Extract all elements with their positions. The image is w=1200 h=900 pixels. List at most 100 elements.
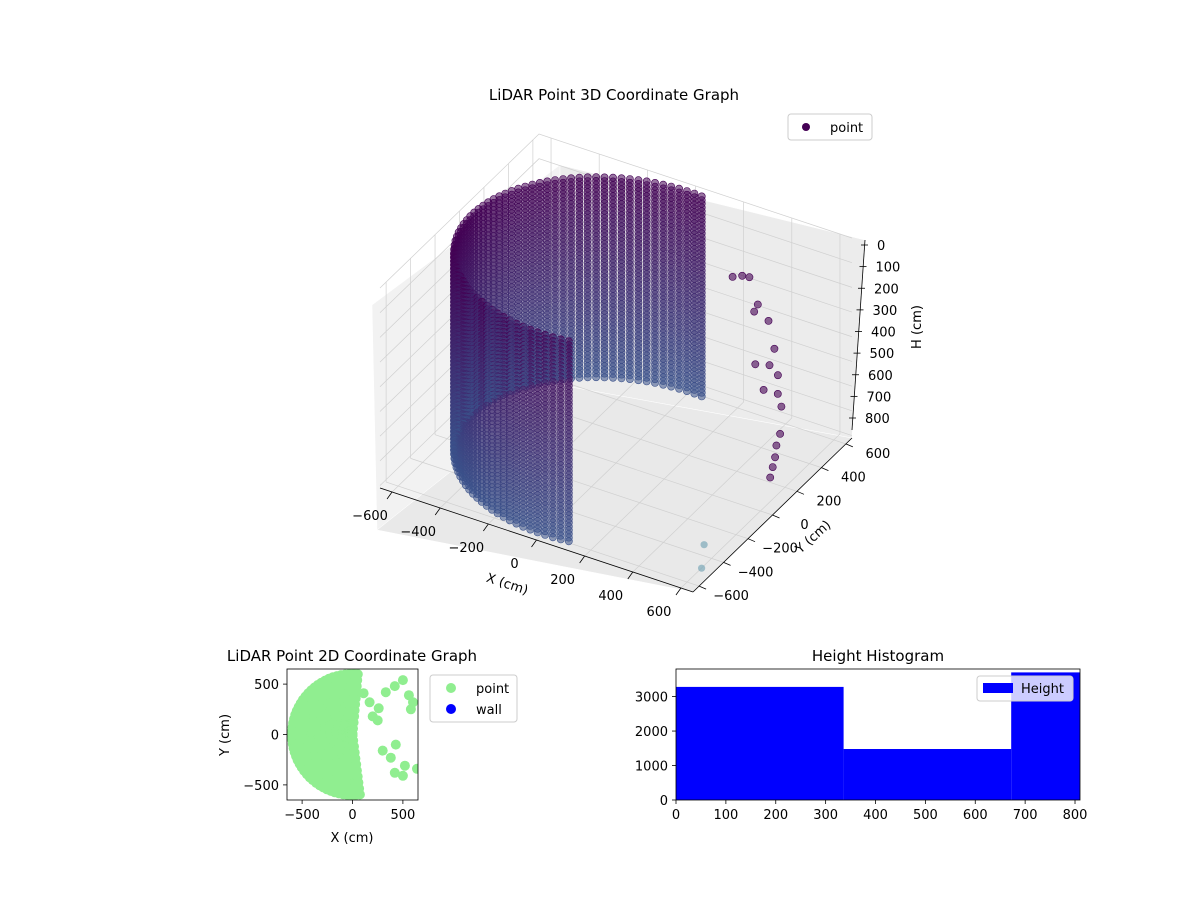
z-axis-line xyxy=(851,239,866,431)
legend-2d-wall-marker xyxy=(446,704,456,714)
point-3d xyxy=(564,537,573,546)
point-3d xyxy=(609,373,617,382)
legend-2d: point wall xyxy=(429,674,518,723)
point-3d-outlier xyxy=(700,541,708,549)
y-tick-label-3d: 400 xyxy=(841,471,866,486)
point-3d xyxy=(768,463,777,471)
x-tick-label-histogram: 600 xyxy=(963,808,988,823)
chart-3d-title: LiDAR Point 3D Coordinate Graph xyxy=(489,86,739,104)
ticks-3d: −600−400−2000200400600−600−400−200020040… xyxy=(352,239,900,620)
point-3d xyxy=(728,272,737,281)
point-3d xyxy=(690,389,699,398)
y-tick-label-3d: −400 xyxy=(738,565,774,580)
y-tick xyxy=(796,490,805,495)
point-3d xyxy=(777,402,786,411)
point-3d xyxy=(626,375,634,383)
histogram-bar xyxy=(843,749,1012,800)
x-tick-label-histogram: 100 xyxy=(713,808,738,823)
y-tick-label-2d: −500 xyxy=(243,779,279,794)
point-3d xyxy=(505,516,514,525)
legend-histogram-swatch xyxy=(983,683,1013,693)
point-3d xyxy=(697,392,706,401)
y-tick-label-2d: 0 xyxy=(271,729,279,744)
point-2d xyxy=(358,688,369,699)
point-2d xyxy=(397,770,408,781)
x-tick xyxy=(386,491,393,500)
point-3d xyxy=(750,307,759,316)
point-3d xyxy=(771,453,779,462)
x-tick xyxy=(434,507,441,516)
point-3d-outlier xyxy=(698,564,706,572)
x-tick-label-2d: 0 xyxy=(348,808,356,823)
point-3d xyxy=(773,389,782,398)
x-tick-label-3d: −200 xyxy=(448,541,484,556)
point-3d xyxy=(634,376,643,385)
x-tick-label-3d: 200 xyxy=(550,573,575,588)
point-3d xyxy=(617,374,626,383)
x-tick xyxy=(579,555,585,564)
point-2d xyxy=(397,675,408,686)
point-2d xyxy=(380,687,391,698)
point-3d xyxy=(770,344,779,353)
y-tick-label-histogram: 2000 xyxy=(635,725,668,740)
y-tick-label-3d: −200 xyxy=(762,542,798,557)
x-tick-label-histogram: 400 xyxy=(863,808,888,823)
point-3d xyxy=(766,473,775,482)
grid-line xyxy=(379,133,853,289)
chart-2d-title: LiDAR Point 2D Coordinate Graph xyxy=(227,647,477,665)
legend-3d-marker xyxy=(802,123,810,131)
point-2d xyxy=(399,760,410,771)
point-3d xyxy=(526,525,535,534)
point-3d xyxy=(519,522,528,531)
x-tick-label-3d: 0 xyxy=(510,557,518,572)
point-2d xyxy=(354,789,365,800)
y-tick xyxy=(747,538,756,543)
z-axis-label-3d: H (cm) xyxy=(910,305,925,349)
x-tick-label-3d: 600 xyxy=(647,605,672,620)
y-tick-label-3d: 600 xyxy=(865,447,890,462)
x-axis-label-3d: X (cm) xyxy=(484,571,530,599)
z-tick-label-3d: 200 xyxy=(874,282,899,297)
x-tick-label-histogram: 200 xyxy=(763,808,788,823)
point-3d xyxy=(759,385,768,394)
point-2d xyxy=(390,739,401,750)
x-tick-label-2d: −500 xyxy=(284,808,320,823)
z-tick-label-3d: 0 xyxy=(877,239,885,254)
x-tick xyxy=(483,523,489,532)
x-tick-label-3d: −400 xyxy=(400,525,436,540)
z-tick-label-3d: 400 xyxy=(871,326,896,341)
x-tick xyxy=(675,587,682,596)
chart-3d: LiDAR Point 3D Coordinate Graph −600 −400… xyxy=(352,86,925,620)
point-3d xyxy=(774,371,782,380)
point-3d xyxy=(583,373,592,382)
point-3d xyxy=(683,387,691,395)
points-2d xyxy=(287,669,418,800)
point-2d xyxy=(412,763,418,774)
point-2d xyxy=(367,711,378,722)
x-tick-label-histogram: 700 xyxy=(1013,808,1038,823)
y-tick xyxy=(723,562,731,566)
point-3d xyxy=(575,373,584,382)
z-tick-label-3d: 100 xyxy=(876,261,901,276)
z-tick-label-3d: 700 xyxy=(867,390,892,405)
point-3d xyxy=(600,373,609,382)
point-3d xyxy=(745,273,754,282)
x-tick-label-histogram: 800 xyxy=(1063,808,1088,823)
point-2d xyxy=(389,681,400,692)
y-axis-label-2d: Y (cm) xyxy=(218,714,233,757)
y-tick-label-3d: −600 xyxy=(713,589,749,604)
legend-2d-wall-label: wall xyxy=(476,703,502,718)
legend-3d-label: point xyxy=(830,121,863,136)
y-axis-label-3d: Y (cm) xyxy=(792,518,834,558)
x-tick xyxy=(627,571,634,580)
chart-2d: LiDAR Point 2D Coordinate Graph −500 0 500… xyxy=(218,647,518,846)
points-3d xyxy=(450,173,786,572)
point-2d xyxy=(373,703,384,714)
legend-3d: point xyxy=(787,113,873,141)
point-2d xyxy=(385,752,396,763)
z-tick-label-3d: 600 xyxy=(868,369,893,384)
x-tick-label-histogram: 0 xyxy=(672,808,680,823)
point-2d xyxy=(405,704,416,715)
point-3d xyxy=(556,535,565,544)
